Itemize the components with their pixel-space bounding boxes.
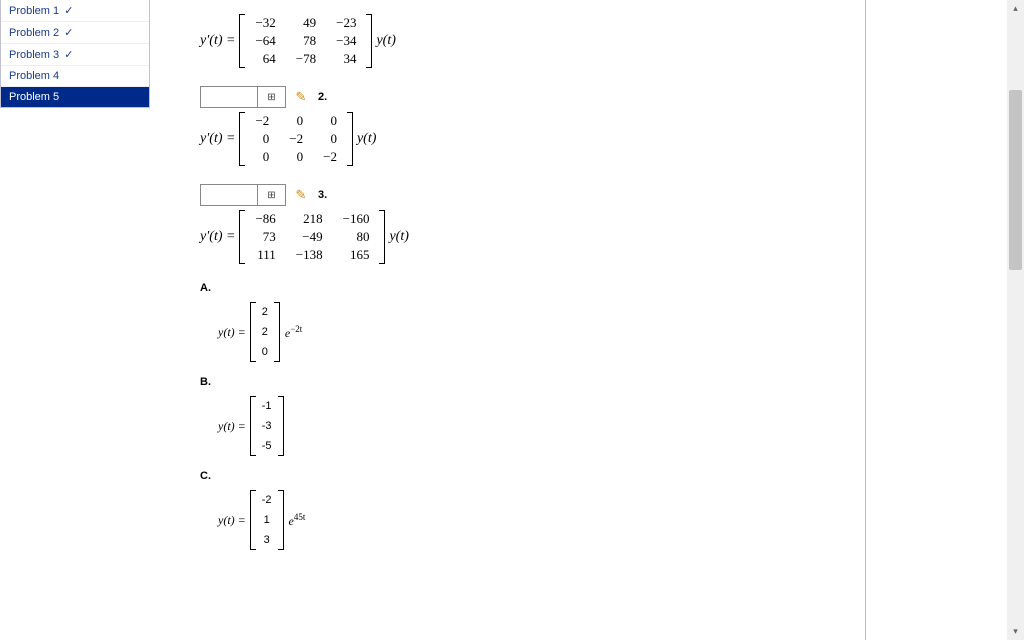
- equation-1: y′(t) = −3249−23−6478−3464−7834 y(t): [200, 14, 860, 68]
- scroll-up-button[interactable]: ▴: [1007, 0, 1024, 17]
- answer-input-row-2: ⊞ ✎ 2.: [200, 86, 860, 108]
- answer-input-row-3: ⊞ ✎ 3.: [200, 184, 860, 206]
- sidebar-item-problem-3[interactable]: Problem 3 ✓: [1, 44, 149, 66]
- exponential-a: e−2t: [285, 324, 302, 341]
- problem-content: y′(t) = −3249−23−6478−3464−7834 y(t) ⊞ ✎…: [200, 0, 860, 640]
- eq-rhs: y(t): [389, 229, 408, 245]
- scroll-thumb[interactable]: [1009, 90, 1022, 270]
- exponential-c: e45t: [289, 512, 306, 529]
- option-label-b: B.: [200, 376, 860, 388]
- pencil-icon[interactable]: ✎: [290, 86, 312, 108]
- sidebar-item-label: Problem 3: [9, 49, 59, 61]
- sidebar-item-problem-4[interactable]: Problem 4: [1, 66, 149, 87]
- solution-c: y(t) = -213 e45t: [218, 490, 860, 550]
- sidebar-item-problem-1[interactable]: Problem 1 ✓: [1, 0, 149, 22]
- content-right-border: [865, 0, 866, 640]
- question-number: 2.: [318, 91, 327, 103]
- sidebar-item-label: Problem 2: [9, 27, 59, 39]
- matrix-2: −2000−2000−2: [239, 112, 353, 166]
- vector-c: -213: [250, 490, 284, 550]
- sol-lhs: y(t) =: [218, 325, 246, 340]
- eq-lhs: y′(t) =: [200, 33, 235, 49]
- sidebar-item-label: Problem 5: [9, 91, 59, 103]
- grid-icon[interactable]: ⊞: [258, 184, 286, 206]
- vector-b: -1-3-5: [250, 396, 284, 456]
- matrix-1: −3249−23−6478−3464−7834: [239, 14, 372, 68]
- scroll-down-button[interactable]: ▾: [1007, 623, 1024, 640]
- option-label-a: A.: [200, 282, 860, 294]
- eq-lhs: y′(t) =: [200, 131, 235, 147]
- sidebar-item-label: Problem 1: [9, 5, 59, 17]
- matrix-3: −86218−16073−4980111−138165: [239, 210, 385, 264]
- check-icon: ✓: [64, 49, 73, 61]
- answer-input-3[interactable]: [200, 184, 258, 206]
- equation-3: y′(t) = −86218−16073−4980111−138165 y(t): [200, 210, 860, 264]
- eq-rhs: y(t): [376, 33, 395, 49]
- solution-b: y(t) = -1-3-5: [218, 396, 860, 456]
- eq-lhs: y′(t) =: [200, 229, 235, 245]
- vector-a: 220: [250, 302, 280, 362]
- pencil-icon[interactable]: ✎: [290, 184, 312, 206]
- answer-input-2[interactable]: [200, 86, 258, 108]
- problem-sidebar: Problem 1 ✓ Problem 2 ✓ Problem 3 ✓ Prob…: [0, 0, 150, 108]
- sol-lhs: y(t) =: [218, 513, 246, 528]
- check-icon: ✓: [64, 27, 73, 39]
- sidebar-item-problem-2[interactable]: Problem 2 ✓: [1, 22, 149, 44]
- grid-icon[interactable]: ⊞: [258, 86, 286, 108]
- sidebar-item-problem-5[interactable]: Problem 5: [1, 87, 149, 107]
- option-label-c: C.: [200, 470, 860, 482]
- eq-rhs: y(t): [357, 131, 376, 147]
- equation-2: y′(t) = −2000−2000−2 y(t): [200, 112, 860, 166]
- sidebar-item-label: Problem 4: [9, 70, 59, 82]
- solution-a: y(t) = 220 e−2t: [218, 302, 860, 362]
- question-number: 3.: [318, 189, 327, 201]
- check-icon: ✓: [64, 5, 73, 17]
- vertical-scrollbar[interactable]: ▴ ▾: [1007, 0, 1024, 640]
- sol-lhs: y(t) =: [218, 419, 246, 434]
